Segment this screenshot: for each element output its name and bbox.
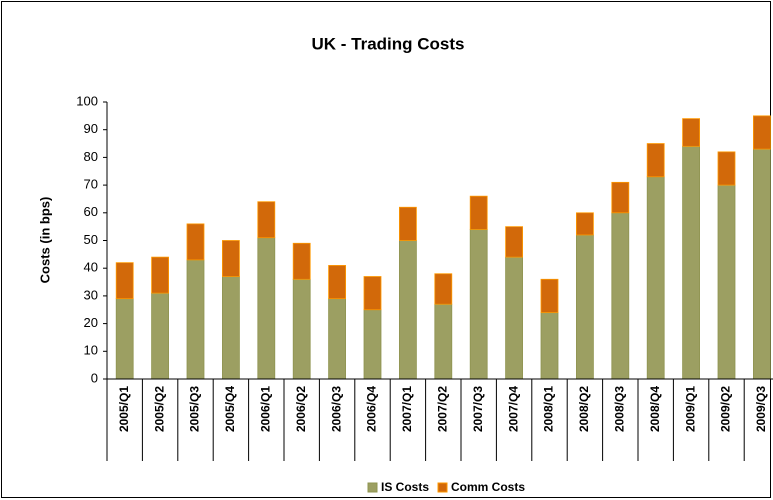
bar-segment [646,143,665,178]
y-tick-label: 60 [84,204,98,219]
y-tick-label: 20 [84,315,98,330]
x-tick-label: 2008/Q4 [648,386,662,432]
bar-segment [540,278,559,313]
x-tick-label: 2007/Q2 [435,386,449,432]
bar-segment [398,240,417,380]
x-tick-label: 2008/Q1 [542,386,556,432]
y-tick-label: 50 [84,232,98,247]
y-tick-label: 70 [84,177,98,192]
y-tick-label: 0 [91,370,98,385]
x-tick-label: 2006/Q2 [294,386,308,432]
y-tick-label: 80 [84,149,98,164]
bar-segment [753,148,771,380]
x-tick-label: 2009/Q3 [754,386,768,432]
bar-segment [505,256,524,380]
x-tick-label: 2005/Q4 [223,386,237,432]
bar-segment [576,212,594,236]
bar-segment [540,312,559,380]
bar-segment [611,212,630,380]
x-tick-label: 2008/Q2 [577,386,591,432]
bar-segment [682,145,700,380]
bar-segment [115,262,134,300]
bar-segment [292,278,311,380]
legend-label: IS Costs [381,480,429,494]
bar-segment [186,259,205,380]
bar-segment [151,292,170,380]
legend-swatch [437,482,448,493]
bar-segment [221,276,240,380]
bar-segment [611,181,630,214]
x-tick-label: 2006/Q4 [365,386,379,432]
bar-segment [469,229,488,380]
x-tick-label: 2005/Q2 [152,386,166,432]
x-tick-label: 2007/Q3 [471,386,485,432]
bar-segment [363,309,382,380]
bar-segment [434,303,453,380]
bar-segment [257,201,276,239]
y-tick-label: 30 [84,287,98,302]
bar-segment [328,298,347,380]
bar-segment [115,298,134,380]
bar-segment [469,195,488,230]
x-tick-label: 2005/Q1 [117,386,131,432]
x-tick-label: 2009/Q1 [683,386,697,432]
bar-segment [646,176,665,380]
bar-segment [292,242,311,280]
bar-segment [328,265,347,300]
bar-segment [363,276,382,311]
bar-segment [151,256,170,294]
y-tick-label: 10 [84,343,98,358]
bar-segment [257,237,276,380]
x-tick-label: 2006/Q3 [329,386,343,432]
x-tick-label: 2007/Q4 [506,386,520,432]
x-tick-label: 2008/Q3 [612,386,626,432]
bar-segment [753,115,771,150]
y-tick-label: 40 [84,260,98,275]
bar-segment [717,151,736,186]
bar-segment [717,184,736,380]
x-tick-label: 2006/Q1 [258,386,272,432]
bar-segment [682,118,700,147]
bar-segment [221,240,240,277]
legend-label: Comm Costs [451,480,525,494]
bar-segment [505,226,524,258]
y-tick-label: 100 [76,93,98,108]
legend-swatch [367,482,378,493]
x-tick-label: 2005/Q3 [188,386,202,432]
bar-segment [434,273,453,305]
bar-segment [576,234,594,380]
bar-segment [186,223,205,261]
x-tick-label: 2007/Q1 [400,386,414,432]
y-tick-label: 90 [84,121,98,136]
chart-title: UK - Trading Costs [311,34,464,53]
x-tick-label: 2009/Q2 [719,386,733,432]
y-axis-title: Costs (in bps) [37,197,52,284]
bar-segment [398,206,417,241]
